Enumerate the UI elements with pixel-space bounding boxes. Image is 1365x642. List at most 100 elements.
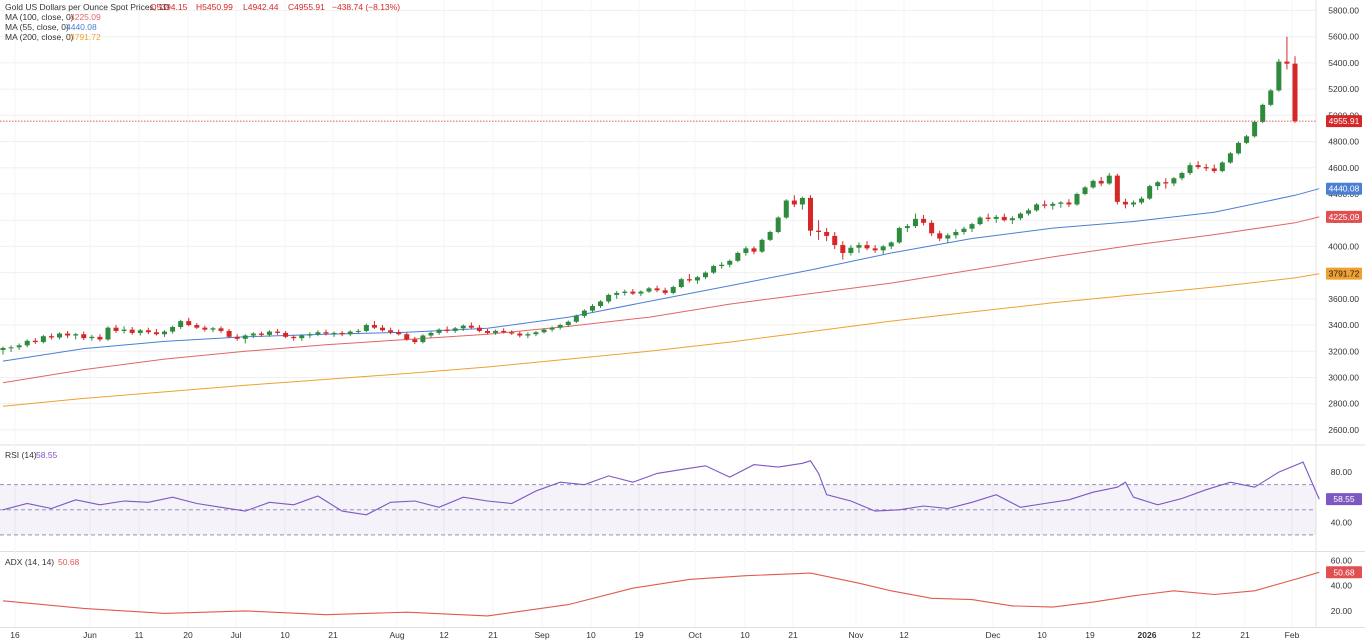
candle-body — [1187, 165, 1193, 174]
candle-body — [727, 260, 733, 265]
x-tick-label: 12 — [1191, 630, 1201, 640]
price-tick-label: 2800.00 — [1328, 399, 1359, 409]
candle-body — [40, 336, 46, 343]
candle-body — [16, 345, 22, 348]
candle-body — [565, 321, 571, 326]
candle-body — [1139, 198, 1145, 203]
candle-body — [275, 331, 281, 333]
candle-body — [396, 332, 402, 335]
ohlc-open: O5394.15 — [150, 2, 188, 12]
candle-body — [549, 327, 555, 330]
candle-body — [121, 329, 127, 331]
x-tick-label: 10 — [280, 630, 290, 640]
x-tick-label: 2026 — [1138, 630, 1157, 640]
candle-body — [1179, 173, 1185, 179]
candle-body — [646, 288, 652, 292]
candle-body — [1017, 213, 1023, 219]
candle-body — [1130, 202, 1137, 205]
x-tick-label: 21 — [488, 630, 498, 640]
candle-body — [791, 200, 797, 205]
candle-body — [347, 331, 353, 335]
rsi-tick-label: 40.00 — [1331, 517, 1353, 527]
candle-body — [388, 330, 394, 333]
x-tick-label: Jul — [231, 630, 242, 640]
candle-body — [1244, 136, 1250, 143]
ohlc-change: −438.74 (−8.13%) — [332, 2, 400, 12]
candle-body — [614, 292, 620, 295]
candle-body — [888, 242, 894, 247]
candle-body — [315, 332, 321, 335]
candle-body — [363, 325, 369, 331]
candle-body — [299, 335, 305, 339]
x-tick-label: 21 — [1240, 630, 1250, 640]
candle-body — [775, 217, 781, 232]
candle-body — [210, 328, 216, 330]
candle-body — [1163, 182, 1169, 184]
candle-body — [1260, 104, 1266, 122]
adx-badge-bg — [1326, 566, 1362, 579]
candle-body — [896, 228, 902, 243]
candle-body — [283, 332, 289, 337]
candle-body — [484, 330, 491, 333]
candle-body — [186, 321, 192, 326]
candle-body — [250, 333, 256, 336]
candle-body — [1171, 178, 1177, 184]
candle-body — [1082, 187, 1088, 194]
legend: Gold US Dollars per Ounce Spot Prices, 1… — [5, 2, 400, 567]
candle-body — [985, 217, 991, 219]
x-tick-label: Nov — [848, 630, 864, 640]
candle-body — [404, 334, 410, 340]
candle-body — [57, 333, 63, 338]
x-tick-label: Oct — [688, 630, 702, 640]
adx-title: ADX (14, 14) — [5, 557, 54, 567]
candle-body — [1058, 202, 1064, 204]
candle-body — [977, 217, 983, 225]
price-tick-label: 5800.00 — [1328, 5, 1359, 15]
price-tick-label: 5200.00 — [1328, 84, 1359, 94]
candle-body — [848, 247, 854, 253]
candle-body — [598, 301, 604, 307]
candle-body — [816, 230, 822, 232]
candle-body — [573, 315, 579, 322]
price-tick-label: 3000.00 — [1328, 372, 1359, 382]
candle-body — [145, 330, 151, 333]
candle-body — [137, 330, 143, 333]
candle-body — [517, 333, 523, 336]
candle-body — [1106, 175, 1112, 184]
price-pane[interactable] — [0, 36, 1320, 407]
ma100-line — [2, 216, 1320, 384]
candle-body — [872, 248, 878, 251]
candle-body — [751, 248, 757, 252]
candle-body — [904, 226, 910, 229]
rsi-badge: 58.55 — [1333, 494, 1355, 504]
candle-body — [218, 328, 224, 331]
price-tick-label: 4800.00 — [1328, 137, 1359, 147]
rsi-pane[interactable] — [0, 460, 1320, 536]
candle-body — [428, 332, 434, 336]
price-tick-label: 3400.00 — [1328, 320, 1359, 330]
candle-body — [258, 333, 264, 335]
candle-body — [1090, 180, 1096, 188]
candle-body — [501, 330, 507, 333]
candle-body — [339, 332, 345, 335]
candle-body — [589, 306, 595, 311]
candle-body — [678, 279, 684, 288]
candle-body — [711, 266, 717, 273]
candle-body — [178, 321, 184, 328]
ma55-value: 4440.08 — [66, 22, 97, 32]
ma55-badge-bg — [1326, 182, 1362, 195]
candle-body — [1001, 216, 1007, 221]
ma55-label: MA (55, close, 0) — [5, 22, 69, 32]
candle-body — [105, 327, 111, 340]
candle-body — [1252, 121, 1258, 137]
value-badges: 4955.91 4440.08 4225.09 3791.72 58.55 50.68 — [1326, 115, 1362, 579]
chart-title: Gold US Dollars per Ounce Spot Prices, 1… — [5, 2, 169, 12]
candle-body — [799, 197, 805, 205]
candle-body — [993, 216, 999, 219]
candle-body — [743, 248, 749, 253]
ohlc-high: H5450.99 — [196, 2, 233, 12]
candle-body — [48, 336, 54, 338]
adx-pane[interactable] — [2, 571, 1320, 617]
candle-body — [1034, 204, 1040, 211]
